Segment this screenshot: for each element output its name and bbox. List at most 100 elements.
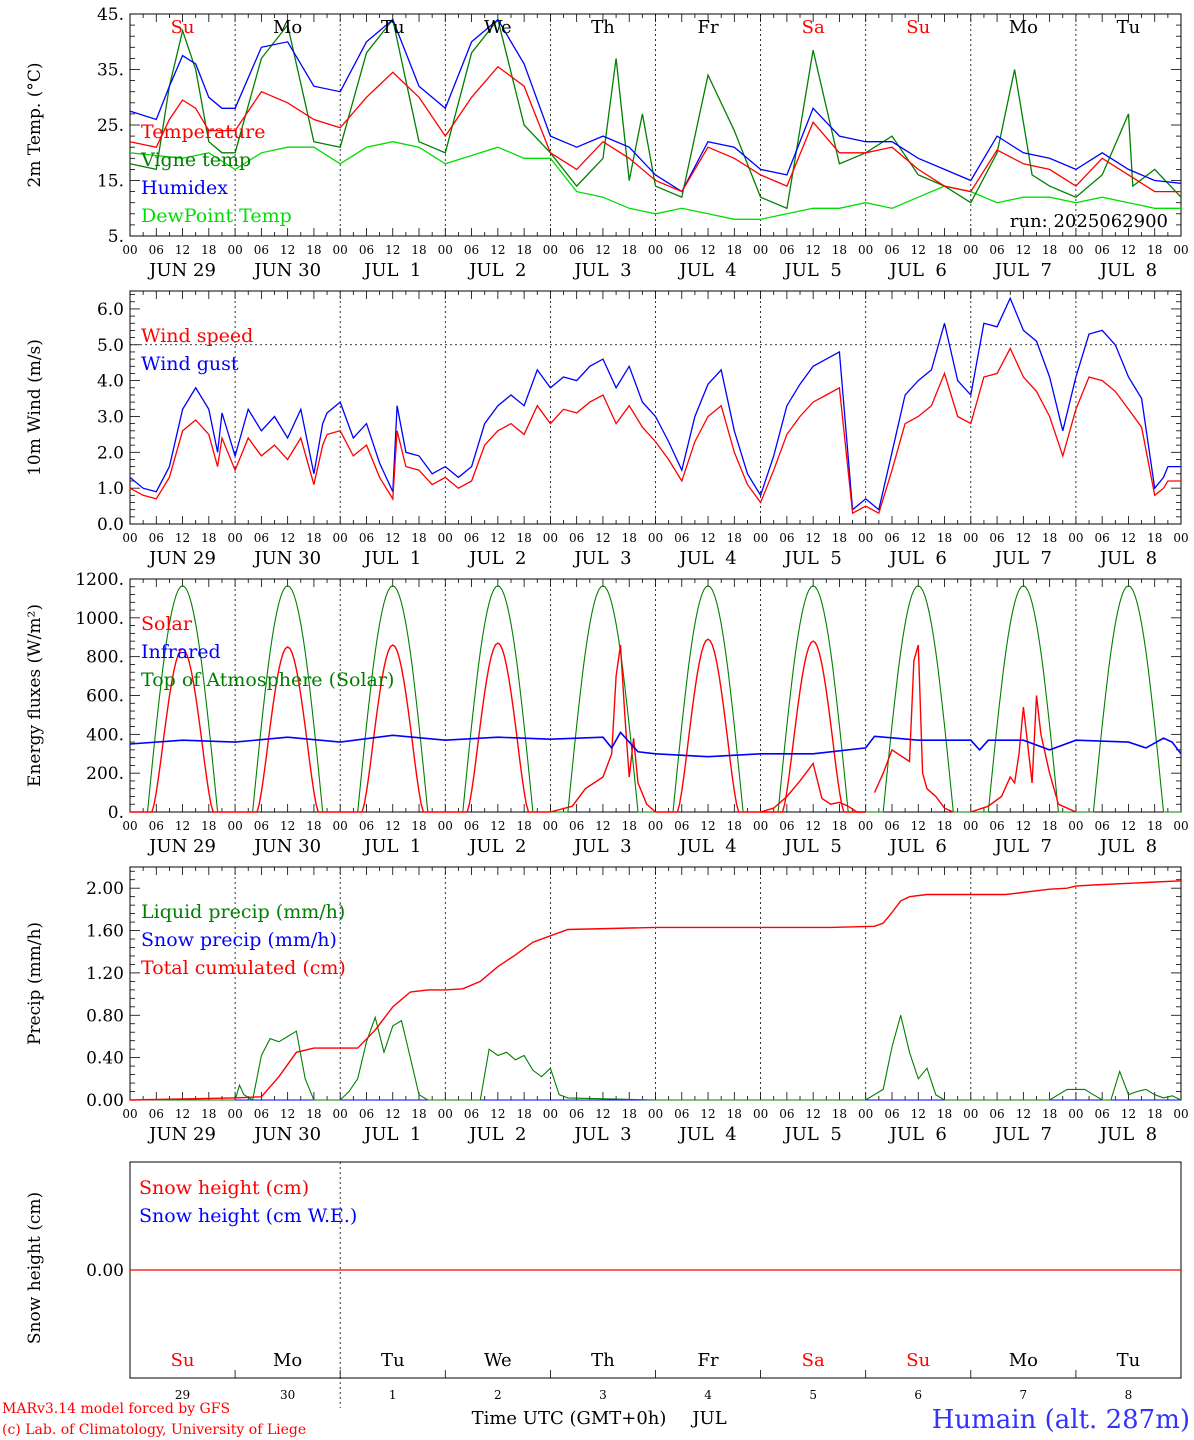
- hour-label: 00: [1068, 531, 1083, 545]
- hour-label: 12: [911, 531, 926, 545]
- hour-label: 18: [516, 1107, 531, 1121]
- hour-label: 06: [359, 243, 374, 257]
- series-line-0-day: [760, 640, 866, 813]
- hour-label: 18: [937, 1107, 952, 1121]
- hour-label: 18: [516, 243, 531, 257]
- y-tick-label: 0.0: [97, 515, 124, 535]
- panel-5-legend: Snow height (cm) Snow height (cm W.E.): [139, 1177, 357, 1227]
- hour-label: 06: [254, 531, 269, 545]
- hour-label: 00: [963, 531, 978, 545]
- hour-label: 06: [149, 819, 164, 833]
- y-tick-label: 1.60: [86, 922, 124, 942]
- hour-label: 12: [1016, 1107, 1031, 1121]
- day-label: JUL 7: [993, 1124, 1052, 1145]
- weekday-labels-bottom: Su 29 Mo 30 Tu 1 We 2 Th 3 Fr 4 Sa 5 Su 6 Mo 7 Tu 8: [171, 1350, 1141, 1402]
- y-tick-label: 0.: [108, 803, 124, 823]
- hour-label: 00: [648, 531, 663, 545]
- hour-label: 06: [359, 819, 374, 833]
- weekday-label: Tu: [1117, 17, 1141, 38]
- hour-label: 00: [753, 243, 768, 257]
- y-tick-label: 5.: [108, 227, 124, 247]
- hour-label: 06: [1095, 531, 1110, 545]
- hour-label: 18: [306, 819, 321, 833]
- legend-entry: Snow height (cm): [139, 1177, 309, 1199]
- hour-label: 00: [122, 1107, 137, 1121]
- hour-label: 00: [963, 819, 978, 833]
- y-tick-label: 2.00: [86, 879, 124, 899]
- series-line-1: [129, 296, 1181, 511]
- weekday-label: Tu: [381, 17, 405, 38]
- hour-label: 06: [779, 819, 794, 833]
- hour-label: 00: [963, 1107, 978, 1121]
- day-label: JUL 3: [572, 836, 631, 857]
- hour-label: 06: [1095, 819, 1110, 833]
- weekday-label: Mo: [1009, 1350, 1038, 1371]
- panel-1-y-axis: 5. 15. 25. 35. 45. 2m Temp. (°C): [25, 5, 1181, 247]
- hour-label: 06: [674, 243, 689, 257]
- hour-label: 00: [543, 243, 558, 257]
- hour-label: 00: [122, 819, 137, 833]
- hour-label: 00: [543, 819, 558, 833]
- hour-label: 00: [1068, 1107, 1083, 1121]
- y-tick-label: 0.80: [86, 1006, 124, 1026]
- day-label: JUL 8: [1098, 1124, 1157, 1145]
- hour-label: 12: [385, 1107, 400, 1121]
- hour-label: 18: [937, 819, 952, 833]
- day-label: JUL 1: [362, 836, 421, 857]
- hour-label: 06: [989, 819, 1004, 833]
- day-label: JUL 2: [467, 260, 526, 281]
- day-label: JUL 2: [467, 1124, 526, 1145]
- y-axis-title: 2m Temp. (°C): [25, 62, 45, 187]
- series-line-2: [129, 18, 1182, 193]
- day-number: 5: [809, 1388, 817, 1402]
- weekday-label: Fr: [698, 17, 719, 38]
- series-line-3: [129, 141, 1181, 220]
- day-number: 4: [704, 1388, 712, 1402]
- weekday-label: Sa: [802, 1350, 825, 1371]
- hour-label: 12: [385, 243, 400, 257]
- y-tick-label: 45.: [97, 5, 124, 25]
- hour-label: 00: [648, 819, 663, 833]
- hour-label: 18: [411, 819, 426, 833]
- legend-entry: Snow precip (mm/h): [141, 929, 337, 951]
- hour-label-end: 00: [1173, 243, 1188, 257]
- hour-label: 12: [490, 819, 505, 833]
- series-line-0: [130, 1015, 1182, 1101]
- day-label: JUL 8: [1098, 548, 1157, 569]
- day-number: 1: [389, 1388, 397, 1402]
- hour-label: 06: [884, 243, 899, 257]
- hour-label: 06: [1095, 243, 1110, 257]
- hour-label: 18: [306, 531, 321, 545]
- y-tick-label: 6.0: [97, 300, 124, 320]
- hour-label: 00: [753, 819, 768, 833]
- hour-label: 12: [1121, 1107, 1136, 1121]
- hour-label: 06: [779, 243, 794, 257]
- weekday-label: Mo: [273, 17, 302, 38]
- weekday-labels-top: Su Mo Tu We Th Fr Sa Su Mo Tu: [171, 17, 1141, 38]
- hour-label: 00: [1068, 819, 1083, 833]
- legend-entry: Vigne temp: [140, 149, 251, 171]
- day-label: JUL 5: [783, 260, 842, 281]
- y-tick-label: 0.00: [86, 1091, 124, 1111]
- hour-label: 18: [622, 243, 637, 257]
- series-line-0-day: [130, 648, 236, 813]
- y-tick-label: 200.: [86, 764, 124, 784]
- hour-label: 12: [595, 243, 610, 257]
- station-label: Humain (alt. 287m): [932, 1405, 1190, 1435]
- panel-2-legend: Wind speed Wind gust: [141, 325, 253, 375]
- hour-label: 18: [622, 1107, 637, 1121]
- hour-label: 00: [333, 243, 348, 257]
- hour-label: 06: [989, 243, 1004, 257]
- legend-entry: Total cumulated (cm): [141, 957, 346, 979]
- y-tick-label: 5.0: [97, 336, 124, 356]
- day-label: JUL 3: [572, 548, 631, 569]
- panel-3-x-labels: 00 06 12 18 JUN 29 00 06 12 18 JUN 30 00 06 12 18 JUL …: [122, 819, 1188, 857]
- panel-4-x-labels: 00 06 12 18 JUN 29 00 06 12 18 JUN 30 00 06 12 18 JUL …: [122, 1107, 1188, 1145]
- legend-entry: Wind gust: [141, 353, 239, 375]
- hour-label: 06: [149, 243, 164, 257]
- hour-label: 00: [122, 531, 137, 545]
- hour-label: 12: [490, 1107, 505, 1121]
- hour-label: 00: [227, 531, 242, 545]
- hour-label: 12: [700, 819, 715, 833]
- weekday-label: We: [484, 1350, 512, 1371]
